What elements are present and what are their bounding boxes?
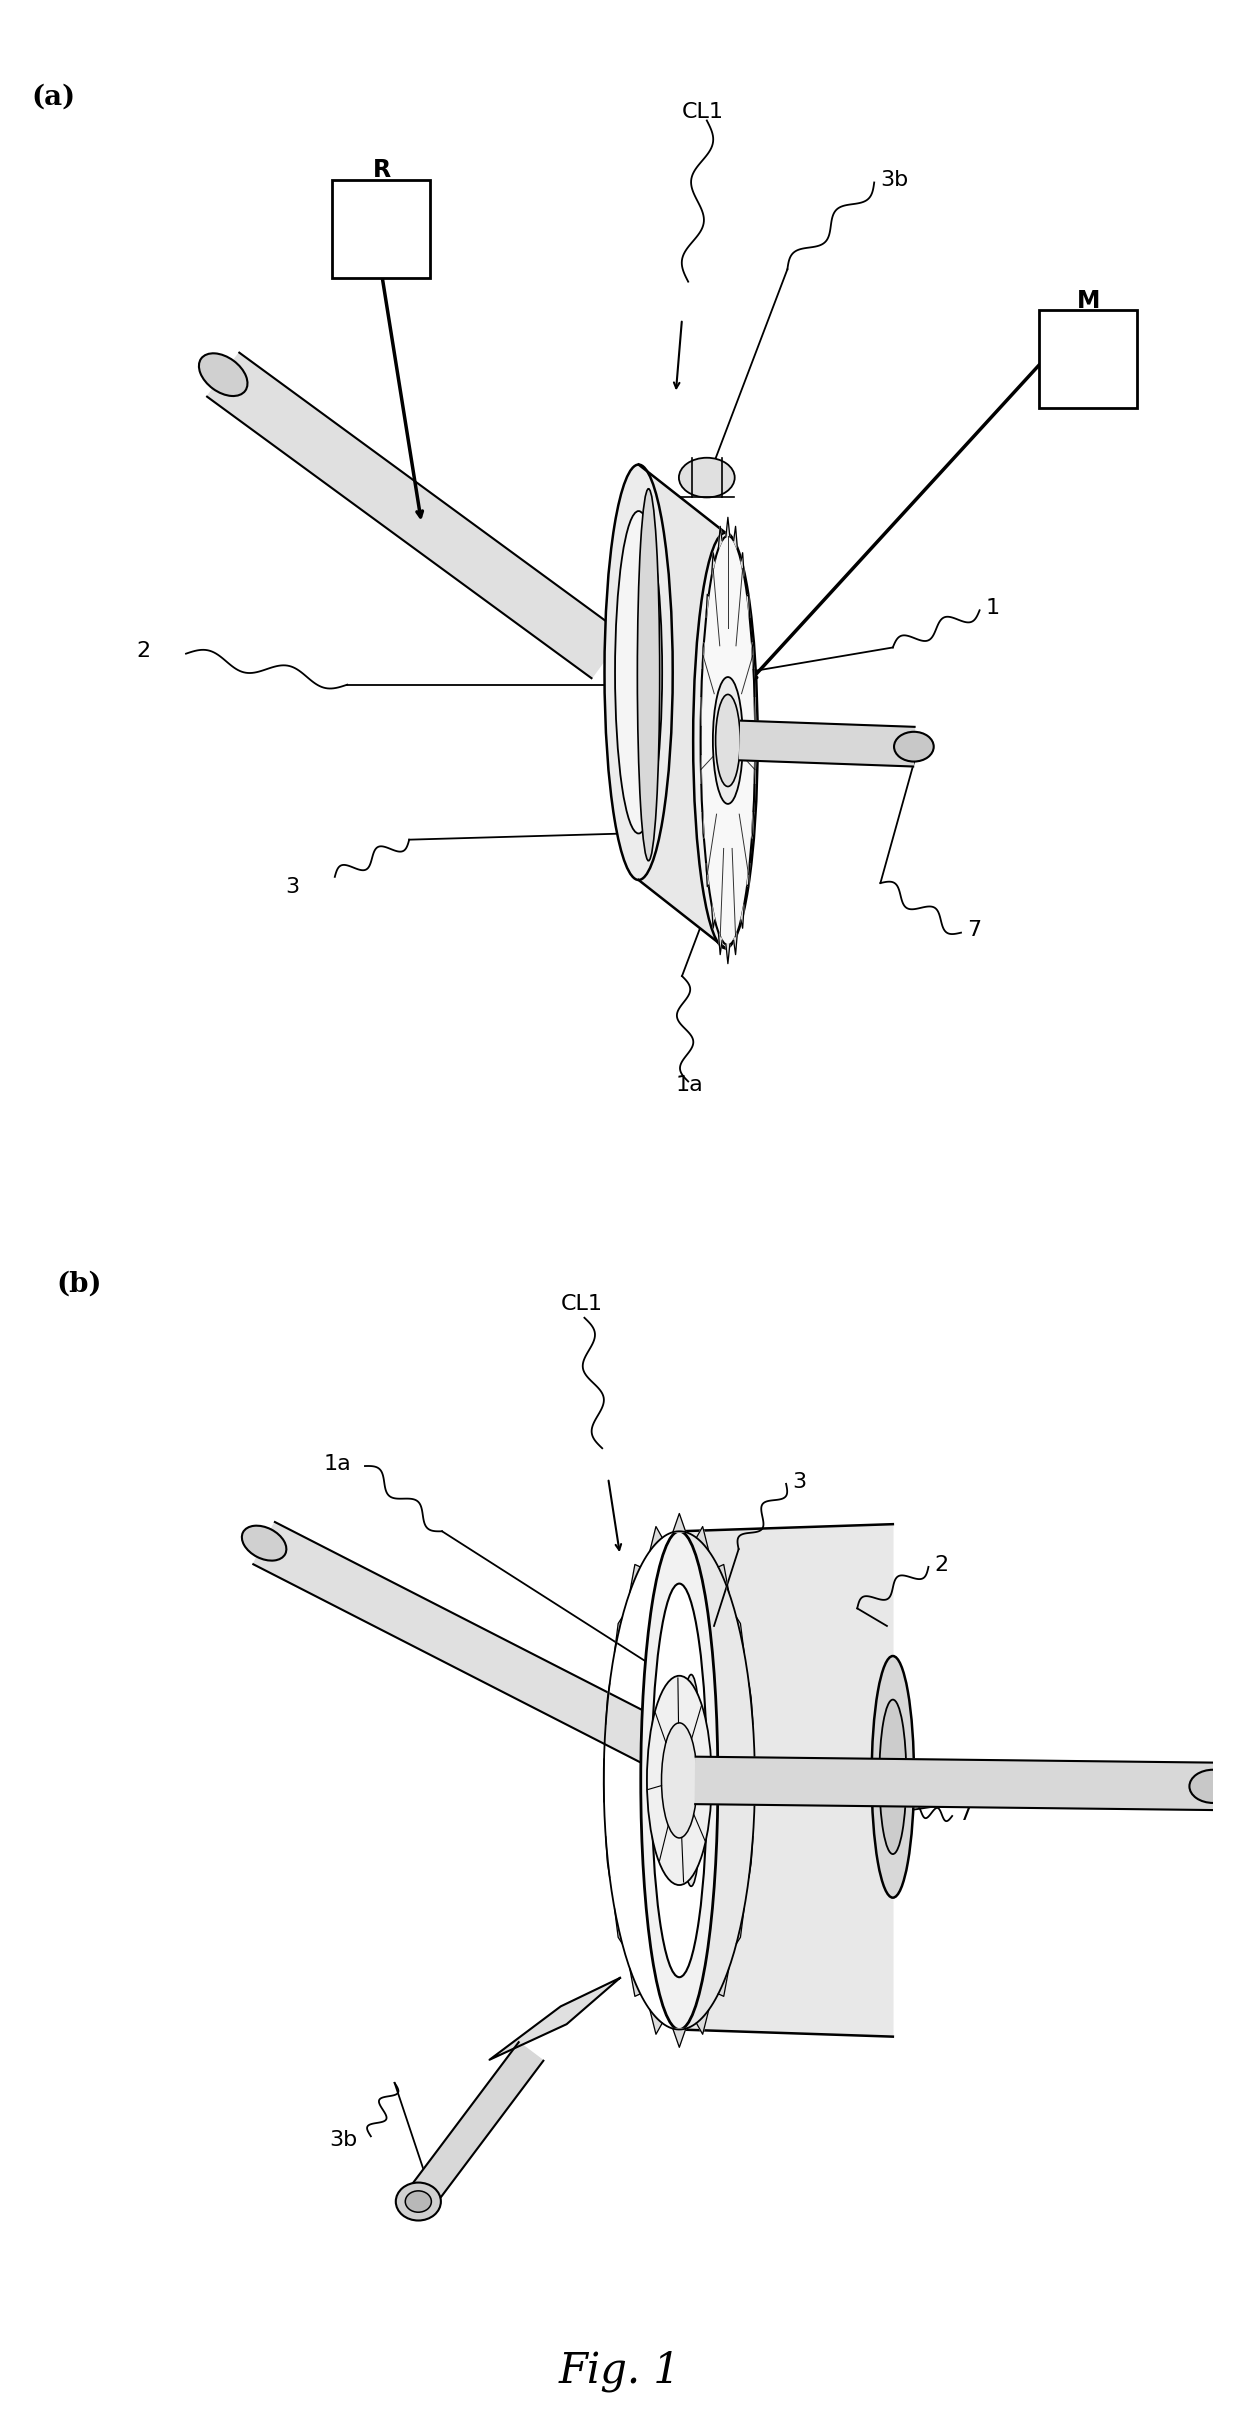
Ellipse shape (661, 1724, 697, 1838)
Ellipse shape (680, 458, 734, 496)
Ellipse shape (872, 1656, 914, 1898)
Text: 3: 3 (285, 876, 299, 896)
Polygon shape (742, 552, 744, 576)
Text: (b): (b) (57, 1271, 102, 1298)
Ellipse shape (713, 678, 743, 804)
Polygon shape (650, 2009, 662, 2034)
Polygon shape (748, 862, 750, 886)
Polygon shape (751, 642, 754, 668)
Text: 2: 2 (136, 642, 150, 661)
Ellipse shape (894, 731, 934, 763)
Polygon shape (751, 811, 754, 838)
Ellipse shape (605, 465, 672, 879)
Polygon shape (680, 1525, 893, 2036)
Polygon shape (737, 1617, 744, 1651)
Polygon shape (702, 642, 704, 668)
Polygon shape (405, 2043, 543, 2210)
Ellipse shape (715, 695, 740, 787)
Polygon shape (702, 811, 704, 838)
Ellipse shape (701, 535, 755, 944)
Polygon shape (749, 1683, 753, 1724)
Polygon shape (207, 353, 624, 678)
Polygon shape (253, 1523, 677, 1770)
Polygon shape (739, 721, 915, 767)
Polygon shape (706, 593, 708, 617)
Polygon shape (748, 593, 750, 617)
Ellipse shape (879, 1700, 906, 1854)
Polygon shape (615, 1617, 622, 1651)
Polygon shape (712, 552, 714, 576)
Ellipse shape (637, 489, 660, 862)
Polygon shape (725, 944, 730, 964)
Text: 1: 1 (986, 598, 999, 617)
Text: CL1: CL1 (560, 1293, 603, 1315)
Ellipse shape (647, 1675, 712, 1886)
Polygon shape (706, 862, 708, 886)
Polygon shape (712, 905, 714, 927)
FancyBboxPatch shape (332, 179, 430, 278)
Text: 3b: 3b (330, 2130, 357, 2150)
Ellipse shape (405, 2191, 432, 2213)
Ellipse shape (641, 1530, 718, 2029)
Ellipse shape (615, 511, 662, 833)
Polygon shape (718, 525, 722, 550)
Polygon shape (697, 2009, 709, 2034)
Text: (a): (a) (31, 82, 76, 111)
Ellipse shape (681, 1675, 702, 1886)
Polygon shape (605, 1838, 610, 1879)
FancyBboxPatch shape (1039, 310, 1137, 409)
Text: 1a: 1a (676, 1075, 703, 1094)
Polygon shape (734, 525, 738, 550)
Polygon shape (605, 1683, 610, 1724)
Polygon shape (742, 905, 744, 927)
Polygon shape (725, 518, 730, 537)
Ellipse shape (693, 533, 758, 949)
Polygon shape (718, 1564, 729, 1593)
Text: 7: 7 (959, 1804, 972, 1823)
Text: 1a: 1a (324, 1455, 351, 1474)
Polygon shape (697, 1528, 709, 1552)
Polygon shape (673, 2029, 686, 2048)
Polygon shape (718, 932, 722, 954)
Polygon shape (650, 1528, 662, 1552)
Text: M: M (1078, 288, 1100, 312)
Text: 3b: 3b (880, 169, 909, 191)
Text: 3: 3 (792, 1472, 806, 1491)
Polygon shape (718, 1968, 729, 1997)
Polygon shape (673, 1513, 686, 1532)
Polygon shape (639, 465, 725, 949)
Ellipse shape (198, 353, 248, 397)
Ellipse shape (1189, 1770, 1236, 1804)
Polygon shape (696, 1758, 1214, 1811)
Polygon shape (630, 1968, 640, 1997)
Text: CL1: CL1 (682, 102, 724, 121)
Polygon shape (490, 1978, 620, 2060)
Polygon shape (615, 1908, 622, 1944)
Ellipse shape (651, 1583, 707, 1978)
Text: Fig. 1: Fig. 1 (559, 2351, 681, 2392)
Text: 7: 7 (967, 920, 981, 939)
Polygon shape (749, 1838, 753, 1879)
Polygon shape (737, 1908, 744, 1944)
Text: R: R (373, 157, 391, 182)
Polygon shape (734, 932, 738, 954)
Ellipse shape (242, 1525, 286, 1562)
Polygon shape (630, 1564, 640, 1593)
Ellipse shape (396, 2184, 441, 2220)
Text: 2: 2 (935, 1554, 949, 1576)
